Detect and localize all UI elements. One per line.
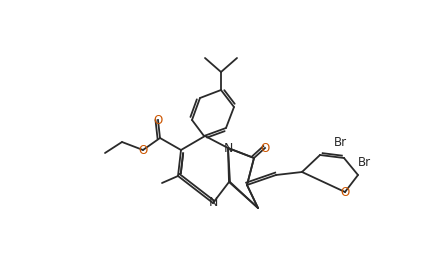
Text: O: O — [341, 185, 350, 198]
Text: Br: Br — [357, 156, 371, 169]
Text: N: N — [208, 197, 218, 209]
Text: O: O — [154, 113, 162, 126]
Text: O: O — [261, 142, 269, 155]
Text: N: N — [223, 142, 233, 155]
Text: Br: Br — [333, 136, 346, 148]
Text: O: O — [138, 144, 148, 156]
